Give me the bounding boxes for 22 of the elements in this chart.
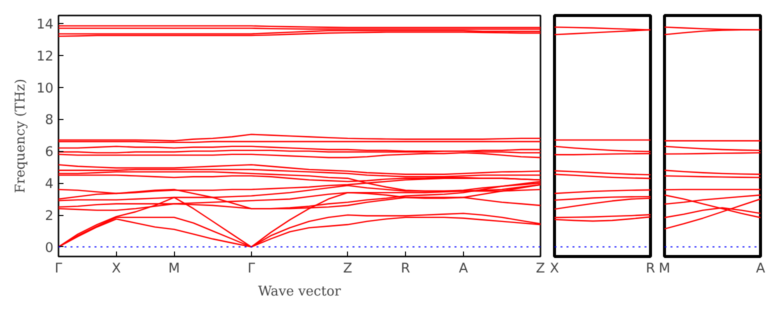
y-tick-label: 12 <box>36 49 54 64</box>
x-tick-label: A <box>756 262 766 276</box>
y-tick-label: 8 <box>45 113 54 128</box>
x-tick-label: A <box>458 262 468 276</box>
y-axis-title: Frequency (THz) <box>14 78 29 194</box>
x-tick-label: M <box>658 262 670 276</box>
y-tick-label: 2 <box>45 209 54 224</box>
x-tick-label: Γ <box>248 262 256 276</box>
y-tick-label: 4 <box>45 177 54 192</box>
x-tick-label: R <box>646 262 656 276</box>
x-axis-title: Wave vector <box>258 284 342 300</box>
y-tick-label: 0 <box>45 240 54 256</box>
x-tick-label: Γ <box>54 262 63 276</box>
y-tick-label: 14 <box>36 17 54 32</box>
x-tick-label: X <box>112 262 121 276</box>
x-tick-label: M <box>168 262 180 276</box>
x-tick-label: Z <box>536 262 546 276</box>
y-tick-label: 6 <box>45 145 54 160</box>
x-tick-label: R <box>400 262 410 276</box>
x-tick-label: X <box>550 262 560 276</box>
y-tick-label: 10 <box>36 81 54 96</box>
x-tick-label: Z <box>343 262 352 276</box>
